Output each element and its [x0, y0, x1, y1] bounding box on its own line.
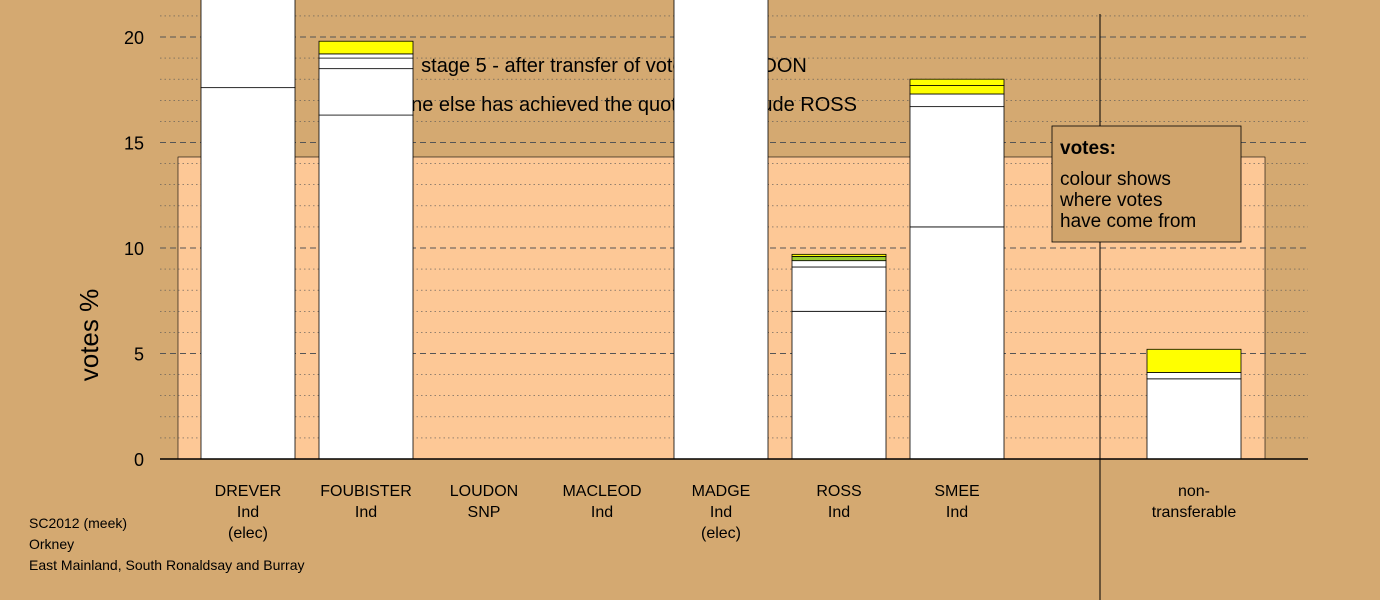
candidate-party: transferable [1152, 504, 1237, 521]
bar-segment [791, 260, 887, 268]
candidate-name: LOUDON [450, 483, 518, 500]
candidate-name: DREVER [215, 483, 282, 500]
y-axis-label: votes % [74, 289, 104, 382]
footer-line: East Mainland, South Ronaldsay and Burra… [29, 557, 305, 573]
y-tick-label: 0 [134, 450, 144, 470]
footer-line: Orkney [29, 536, 74, 552]
bar-segment [1146, 372, 1242, 380]
legend: votes: colour shows where votes have com… [1051, 125, 1242, 243]
bar-segment [791, 310, 887, 460]
bar-segment [909, 106, 1005, 228]
bar-segment [318, 57, 414, 70]
candidate-party: Ind [237, 504, 259, 521]
candidate-name: MADGE [692, 483, 751, 500]
footer-line: SC2012 (meek) [29, 515, 127, 531]
candidate-status: (elec) [701, 525, 741, 542]
bar-segment [200, 0, 296, 89]
y-axis-ticks: 0510152025 [124, 28, 144, 470]
y-tick-label: 5 [134, 345, 144, 365]
candidate-name: SMEE [934, 483, 979, 500]
legend-line: where votes [1059, 190, 1162, 211]
candidate-name: MACLEOD [562, 483, 641, 500]
candidate-party: Ind [828, 504, 850, 521]
candidate-party: SNP [468, 504, 501, 521]
legend-line: colour shows [1060, 169, 1171, 190]
bar-segment [1146, 378, 1242, 460]
bar-segment [200, 87, 296, 460]
bars [200, 0, 1242, 460]
candidate-party: Ind [591, 504, 613, 521]
bar-segment [318, 40, 414, 55]
legend-line: have come from [1060, 211, 1196, 232]
y-tick-label: 10 [124, 239, 144, 259]
bar-segment [909, 85, 1005, 95]
candidate-name: FOUBISTER [320, 483, 412, 500]
bar-segment [909, 93, 1005, 108]
candidate-labels: DREVER Ind (elec) FOUBISTER Ind LOUDON SNP MACL… [215, 483, 1237, 542]
candidate-party: Ind [946, 504, 968, 521]
chart-subtitle: no-one else has achieved the quota, so e… [371, 94, 857, 116]
bar-segment [909, 78, 1005, 86]
legend-box [1051, 125, 1242, 243]
footer: SC2012 (meek) Orkney East Mainland, Sout… [29, 515, 305, 573]
bar-segment [791, 256, 887, 262]
bar-segment [791, 266, 887, 312]
bar-segment [318, 68, 414, 116]
candidate-name: non- [1178, 483, 1210, 500]
candidate-status: (elec) [228, 525, 268, 542]
bar-segment [1146, 348, 1242, 373]
bar-segment [791, 253, 887, 257]
y-tick-label: 15 [124, 134, 144, 154]
bar-segment [318, 114, 414, 460]
bar-segment [318, 53, 414, 59]
candidate-party: Ind [710, 504, 732, 521]
bar-segment [673, 0, 769, 460]
bar-segment [909, 226, 1005, 460]
candidate-name: ROSS [816, 483, 861, 500]
y-tick-label: 20 [124, 28, 144, 48]
candidate-party: Ind [355, 504, 377, 521]
legend-title: votes: [1060, 138, 1116, 159]
